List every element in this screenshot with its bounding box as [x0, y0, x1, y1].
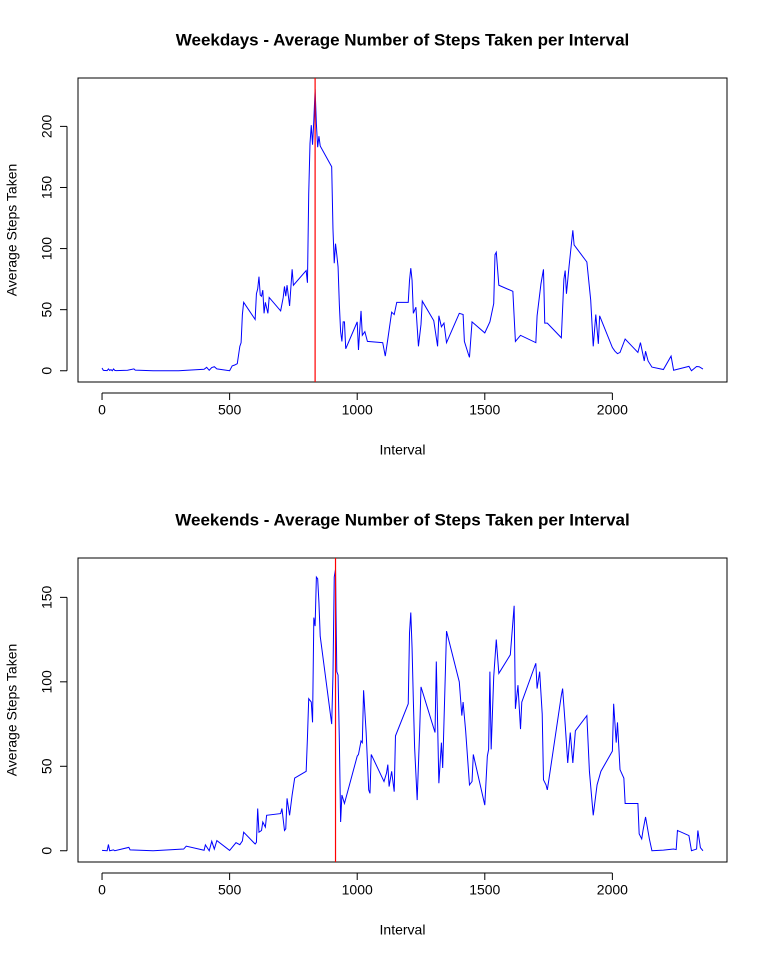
chart-title: Weekends - Average Number of Steps Taken… — [175, 510, 629, 529]
x-tick-label: 500 — [218, 882, 242, 898]
chart-title: Weekdays - Average Number of Steps Taken… — [176, 30, 630, 49]
y-tick-label: 100 — [39, 670, 55, 694]
x-tick-label: 1000 — [342, 402, 373, 418]
x-tick-label: 2000 — [597, 402, 628, 418]
x-tick-label: 2000 — [597, 882, 628, 898]
x-tick-label: 500 — [218, 402, 242, 418]
data-line — [102, 569, 704, 852]
x-tick-label: 1500 — [469, 402, 500, 418]
y-axis-label: Average Steps Taken — [4, 164, 20, 297]
y-axis-label: Average Steps Taken — [4, 644, 20, 777]
y-tick-label: 150 — [39, 585, 55, 609]
y-tick-label: 150 — [39, 176, 55, 200]
y-tick-label: 50 — [39, 302, 55, 318]
y-tick-label: 200 — [39, 114, 55, 138]
x-axis-label: Interval — [380, 922, 426, 938]
y-tick-label: 50 — [39, 758, 55, 774]
x-tick-label: 0 — [98, 882, 106, 898]
plot-frame — [77, 77, 728, 383]
x-tick-label: 1500 — [469, 882, 500, 898]
data-line — [101, 89, 704, 372]
plot-frame — [77, 557, 728, 863]
y-tick-label: 100 — [39, 237, 55, 261]
x-tick-label: 0 — [98, 402, 106, 418]
y-tick-label: 0 — [39, 847, 55, 855]
x-tick-label: 1000 — [342, 882, 373, 898]
x-axis-label: Interval — [380, 442, 426, 458]
y-tick-label: 0 — [39, 367, 55, 375]
